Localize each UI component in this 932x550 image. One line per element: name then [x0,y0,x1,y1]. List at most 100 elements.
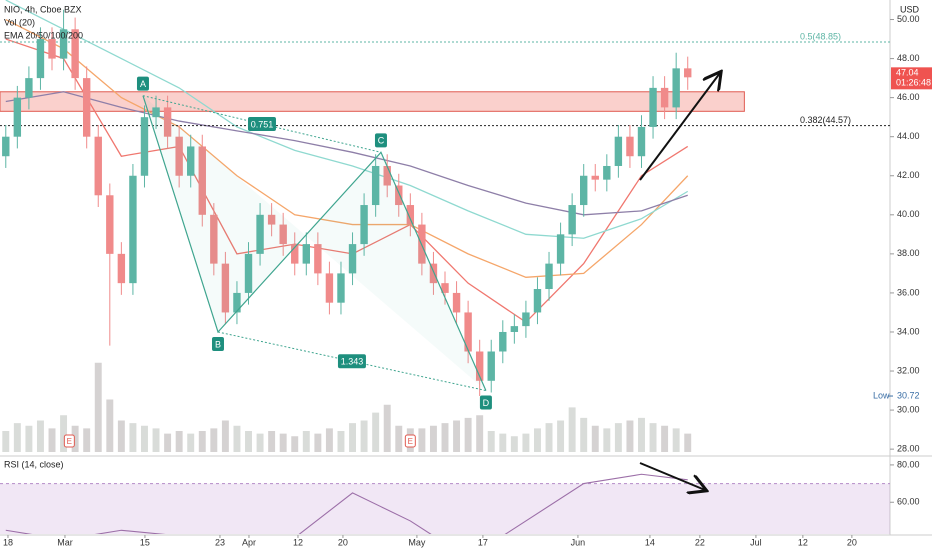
volume-bar [60,415,68,452]
candle-body [221,263,230,313]
y-tick-label: 32.00 [897,365,920,375]
candle-body [614,136,623,166]
volume-bar [256,433,264,452]
candle-body [429,263,438,284]
volume-bar [337,431,345,452]
candle-body [267,214,276,225]
candle-body [360,205,368,245]
volume-bar [499,433,507,452]
x-tick-label: Apr [242,537,256,547]
volume-bar [245,431,252,452]
ema-line [5,18,689,278]
volume-bar [383,404,391,452]
y-tick-label: 34.00 [897,326,920,336]
volume-bar [117,420,125,452]
rsi-band [0,483,890,534]
y-tick-label: 30.00 [897,404,920,414]
pattern-point-box [211,336,224,351]
candle-body [210,214,218,264]
x-tick-label: 20 [338,537,348,547]
x-tick-label: 15 [140,537,150,547]
candle-body [522,312,530,327]
volume-bar [83,428,91,452]
current-price: 47.04 [896,68,919,78]
volume-bar [568,407,576,452]
candle-body [591,175,599,180]
candle-body [106,195,114,254]
candle-body [129,175,137,284]
candle-body [533,289,542,313]
volume-bar [557,420,565,452]
candle-body [187,146,195,176]
candle-body [337,273,345,303]
y-tick-label: 46.00 [897,92,920,102]
volume-bar [672,428,680,452]
volume-bar [2,431,10,452]
candle-body [660,87,669,108]
volume-bar [71,425,79,452]
pattern-point-label: A [140,79,146,89]
pattern-point-box [136,76,149,91]
candle-body [406,205,415,225]
volume-bar [302,431,310,452]
volume-bar [453,420,461,452]
volume-bar [325,428,333,452]
volume-bar [210,428,218,452]
candle-body [672,68,680,108]
volume-bar [487,431,495,452]
candle-body [82,78,91,137]
harmonic-pattern [142,95,487,391]
volume-bar [164,433,172,452]
volume-bar [580,417,588,452]
currency: USD [900,4,920,14]
volume-bar [141,425,148,452]
candle-body [314,244,322,274]
axes: 50.00 48.00 46.00 44.00 42.00 40.00 38.00 36.00… [3,14,932,547]
candle-body [395,185,403,206]
earnings-label: E [67,437,72,446]
candle-body [59,29,68,59]
volume-bar [106,399,114,452]
volume-bar [429,425,437,452]
ratio-line [142,95,382,153]
candle-body [499,331,507,352]
rsi-plot [0,473,890,534]
candle-body [510,326,519,332]
volume-bar [418,428,426,452]
candle-body [291,244,299,264]
y-tick-label: 36.00 [897,287,920,297]
x-tick-label: 14 [645,537,655,547]
earnings-label: E [408,437,413,446]
volume-bar [522,433,530,452]
candle-body [452,292,461,313]
x-tick-label: 20 [847,537,857,547]
candle-body [464,312,472,352]
trend-arrow [639,73,720,181]
candle-body [175,136,183,176]
rsi-label: RSI (14, close) [4,459,64,469]
pattern-point-label: D [483,398,490,408]
candle-body [244,253,253,293]
volume-bar [603,428,611,452]
candle-body [441,283,449,293]
candle-body [348,244,357,274]
pattern-point-label: C [378,136,385,146]
x-tick-label: Mar [57,537,73,547]
candle-body [36,39,45,79]
volume-bar [591,425,599,452]
candle-body [487,351,495,381]
ratio-label: 1.343 [341,357,364,367]
volume-bar [25,425,33,452]
candle-body [637,126,646,157]
candle-body [140,117,149,176]
volume-bar [534,428,541,452]
earnings-box [63,434,75,448]
volume-bar [233,425,241,452]
y-tick-label: 28.00 [897,444,920,454]
candle-body [152,107,160,118]
y-tick-label: 42.00 [897,170,920,180]
x-tick-label: 12 [293,537,303,547]
y-tick-label: 44.00 [897,131,920,141]
resistance-zone [0,91,745,112]
candle-body [626,136,634,157]
